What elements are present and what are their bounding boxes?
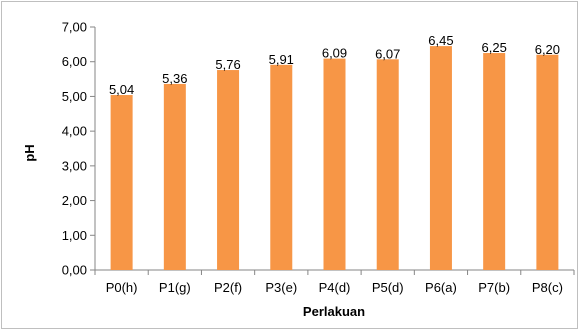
x-axis-ticks: P0(h) P1(g) P2(f) P3(e) P4(d) P5(d) P6(a) P7(b)…: [94, 270, 575, 295]
y-tick-label: 5,00: [62, 89, 87, 104]
x-tick-label: P2(f): [214, 280, 242, 295]
y-tick-label: 3,00: [62, 158, 87, 173]
x-tick-label: P3(e): [265, 280, 297, 295]
x-axis-title: Perlakuan: [303, 304, 365, 319]
bar: [323, 58, 346, 271]
data-label: 6,09: [322, 46, 347, 61]
x-tick-label: P6(a): [425, 280, 457, 295]
x-tick-label: P0(h): [106, 280, 138, 295]
y-tick-label: 7,00: [62, 20, 87, 35]
data-label: 5,36: [162, 71, 187, 86]
bar: [483, 53, 506, 271]
data-label: 5,04: [109, 82, 134, 97]
data-label: 6,45: [428, 33, 453, 48]
x-tick-label: P5(d): [372, 280, 404, 295]
bar: [110, 95, 133, 270]
x-tick-label: P4(d): [319, 280, 351, 295]
data-label: 5,76: [215, 57, 240, 72]
bar: [163, 83, 186, 270]
x-tick-label: P1(g): [159, 280, 191, 295]
y-tick-label: 2,00: [62, 193, 87, 208]
data-label: 6,25: [482, 40, 507, 55]
data-label: 6,20: [535, 42, 560, 57]
data-label: 6,07: [375, 46, 400, 61]
y-tick-label: 6,00: [62, 54, 87, 69]
y-tick-label: 0,00: [62, 263, 87, 278]
y-axis-title: pH: [22, 144, 37, 161]
x-tick-label: P8(c): [532, 280, 563, 295]
bar-series: 5,04 5,36 5,76 5,91 6,09 6,07 6,45 6,25 6,20: [109, 33, 560, 271]
y-tick-label: 1,00: [62, 228, 87, 243]
data-label: 5,91: [269, 52, 294, 67]
y-axis-ticks: 0,00 1,00 2,00 3,00 4,00 5,00 6,00 7,00: [62, 20, 95, 278]
bar: [376, 59, 399, 270]
bar: [429, 46, 452, 270]
x-tick-label: P7(b): [478, 280, 510, 295]
bar: [217, 70, 240, 270]
y-tick-label: 4,00: [62, 124, 87, 139]
bar: [270, 64, 293, 271]
bar: [536, 54, 559, 271]
